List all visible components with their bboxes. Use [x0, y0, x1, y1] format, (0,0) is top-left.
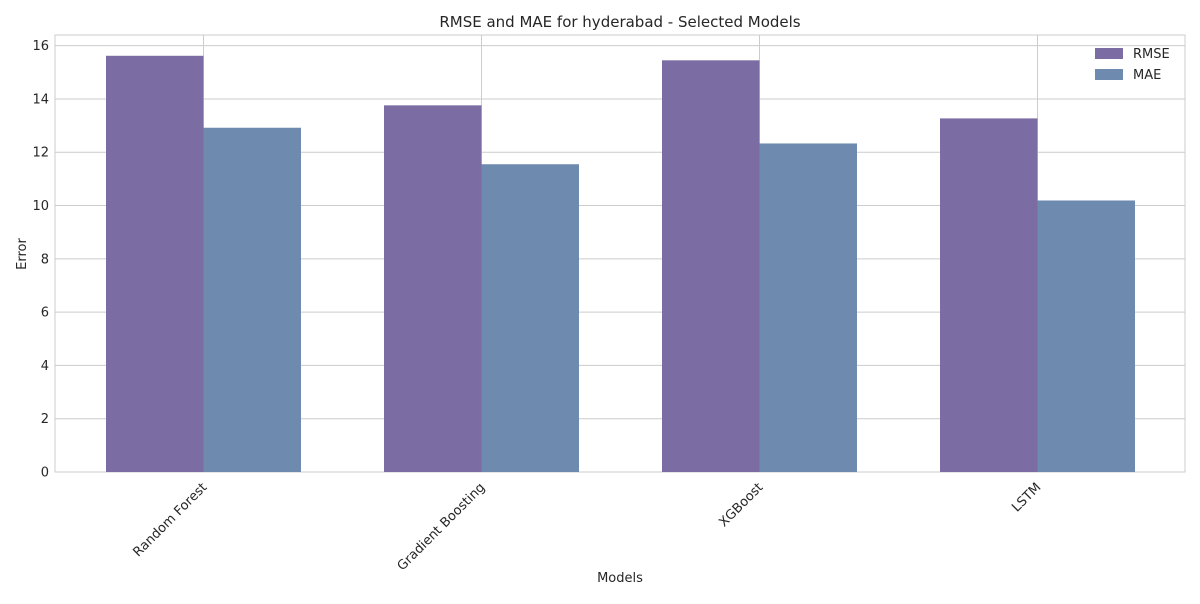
- bar-rmse-1: [384, 105, 482, 472]
- y-tick-label: 6: [41, 306, 49, 321]
- bar-rmse-2: [662, 60, 760, 472]
- y-tick-label: 12: [32, 146, 49, 161]
- y-tick-label: 4: [41, 359, 49, 374]
- bar-rmse-3: [940, 118, 1038, 472]
- bar-mae-0: [203, 127, 301, 472]
- y-axis-label: Error: [15, 238, 30, 270]
- bar-mae-2: [759, 143, 857, 472]
- bar-mae-3: [1037, 200, 1135, 472]
- y-tick-label: 8: [41, 252, 49, 267]
- x-tick-label: XGBoost: [716, 480, 766, 530]
- legend-label-mae: MAE: [1133, 68, 1161, 83]
- bar-rmse-0: [106, 55, 204, 472]
- bars: [106, 55, 1135, 473]
- y-tick-label: 14: [32, 92, 49, 107]
- y-tick-label: 2: [41, 412, 49, 427]
- x-tick-label: Random Forest: [131, 480, 211, 560]
- x-axis-ticks: Random Forest Gradient Boosting XGBoost LST…: [131, 480, 1045, 574]
- chart-title: RMSE and MAE for hyderabad - Selected Mo…: [439, 13, 800, 31]
- legend-swatch-mae: [1095, 69, 1123, 80]
- legend-label-rmse: RMSE: [1133, 47, 1170, 62]
- y-tick-label: 0: [41, 466, 49, 481]
- legend-swatch-rmse: [1095, 48, 1123, 59]
- x-tick-label: LSTM: [1009, 480, 1044, 515]
- y-axis-ticks: 0 2 4 6 8 10 12 14 16: [32, 39, 49, 480]
- x-axis-label: Models: [597, 571, 643, 586]
- y-tick-label: 16: [32, 39, 49, 54]
- bar-mae-1: [481, 164, 579, 473]
- y-tick-label: 10: [32, 199, 49, 214]
- legend: RMSE MAE: [1095, 47, 1170, 83]
- x-tick-label: Gradient Boosting: [395, 480, 489, 574]
